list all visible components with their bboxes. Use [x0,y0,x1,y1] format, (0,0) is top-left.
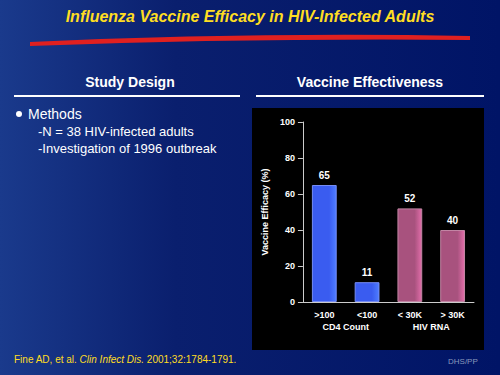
svg-text:>100: >100 [314,310,334,320]
svg-text:Vaccine Efficacy (%): Vaccine Efficacy (%) [260,168,270,255]
html-text:-Investigation of 1996 outbrea: -Investigation of 1996 outbreak [38,141,217,156]
svg-text:40: 40 [447,215,459,226]
html-text:Influenza Vaccine Efficacy in: Influenza Vaccine Efficacy in HIV-Infect… [65,8,435,25]
html-text:Vaccine Effectiveness: Vaccine Effectiveness [296,74,444,90]
svg-text:HIV RNA: HIV RNA [413,322,451,332]
html-text:Methods: Methods [28,106,82,122]
svg-text:100: 100 [280,117,295,127]
svg-text:CD4 Count: CD4 Count [322,322,369,332]
svg-text:65: 65 [319,170,331,181]
svg-text:60: 60 [285,189,295,199]
html-text:DHS/PP: DHS/PP [448,357,478,366]
html-text:Fine AD, et al. Clin Infect Di: Fine AD, et al. Clin Infect Dis. 2001;32… [14,354,237,365]
svg-text:> 30K: > 30K [440,310,465,320]
svg-text:20: 20 [285,261,295,271]
svg-text:0: 0 [290,297,295,307]
svg-text:80: 80 [285,153,295,163]
html-text:Study Design: Study Design [85,74,175,90]
svg-text:< 30K: < 30K [398,310,423,320]
svg-text:<100: <100 [357,310,377,320]
svg-text:52: 52 [404,193,416,204]
svg-text:11: 11 [362,267,373,278]
svg-text:40: 40 [285,225,295,235]
html-text:-N = 38 HIV-infected adults: -N = 38 HIV-infected adults [38,124,194,139]
